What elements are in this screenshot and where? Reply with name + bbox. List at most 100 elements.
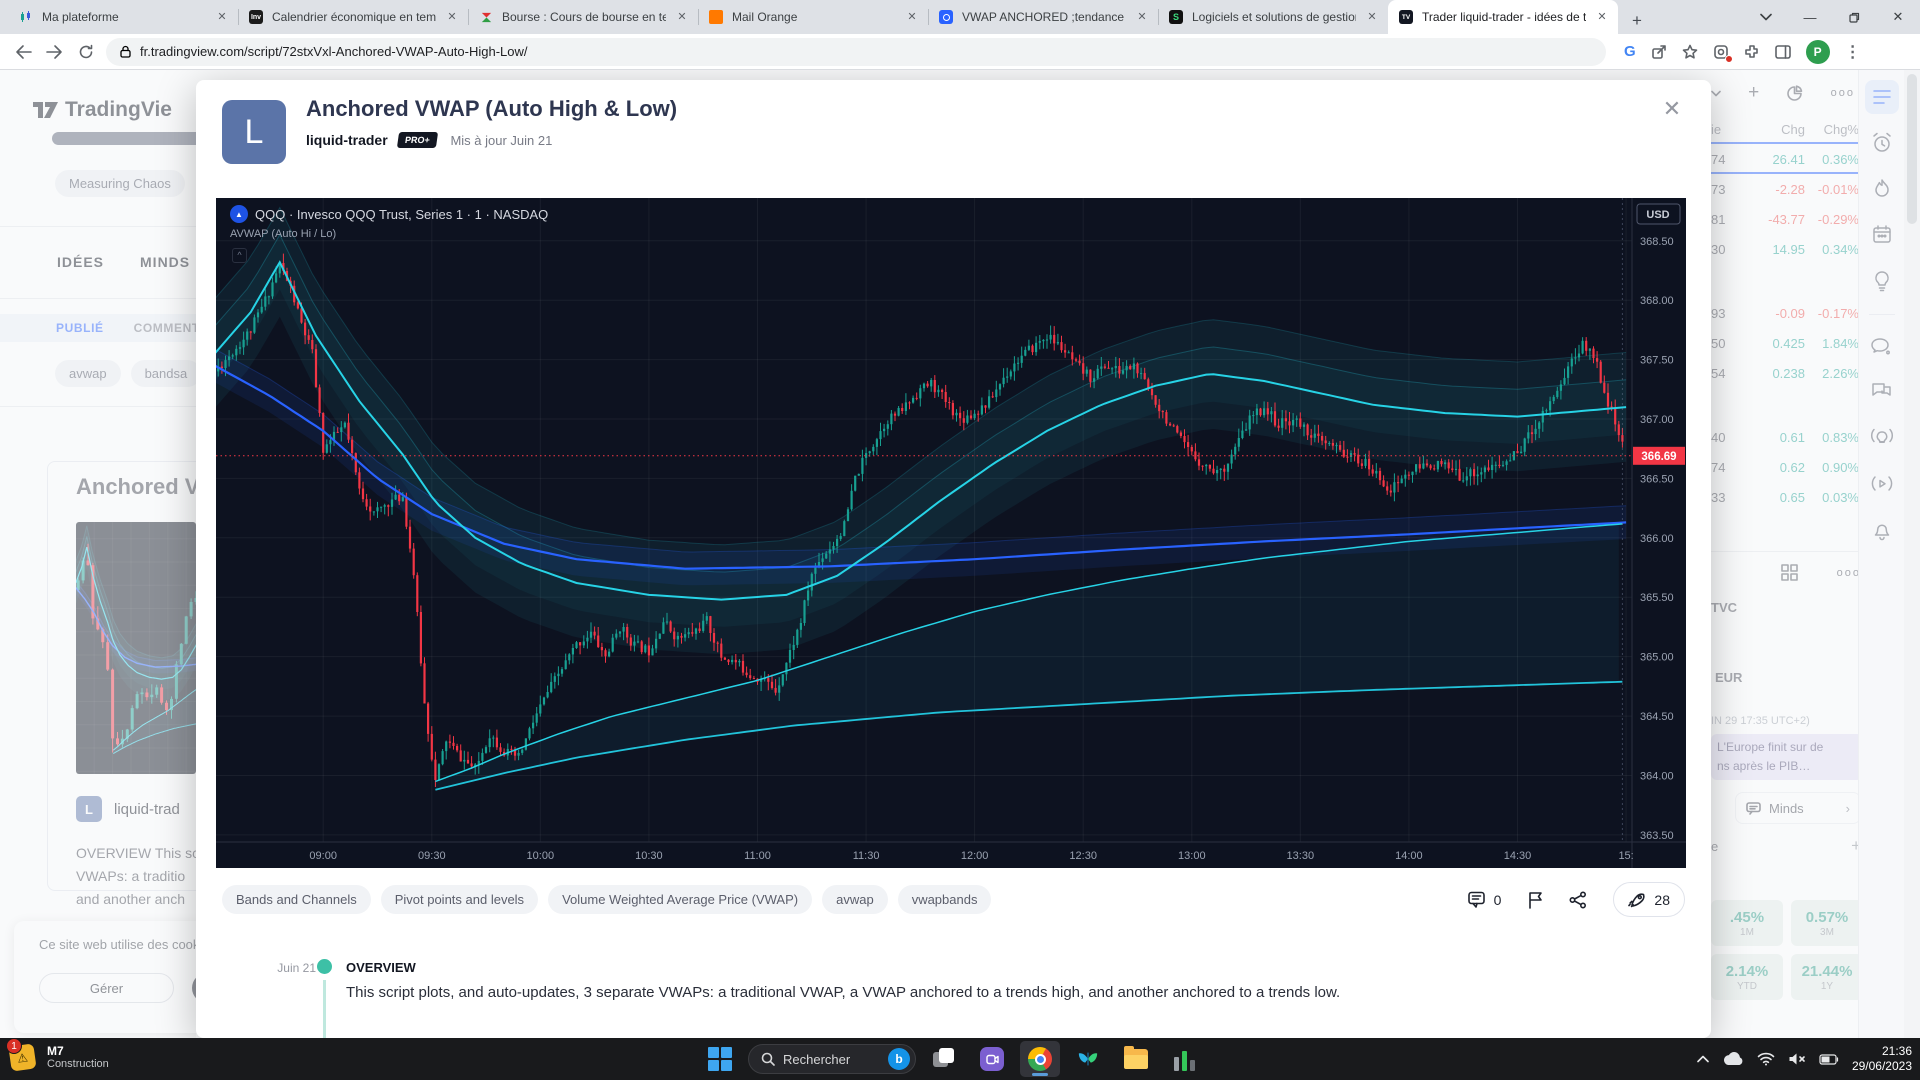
share-icon[interactable] bbox=[1651, 44, 1667, 60]
close-icon[interactable]: ✕ bbox=[1662, 96, 1682, 121]
vwap-chart-favicon bbox=[938, 9, 954, 25]
tradingview-favicon: TV bbox=[1398, 9, 1414, 25]
bookmark-star-icon[interactable] bbox=[1682, 44, 1698, 60]
browser-tab[interactable]: Bourse : Cours de bourse en tem ✕ bbox=[468, 0, 699, 34]
tab-search-chevron-icon[interactable] bbox=[1744, 0, 1788, 34]
svg-text:13:30: 13:30 bbox=[1287, 850, 1315, 862]
updated-label: Mis à jour Juin 21 bbox=[450, 132, 553, 148]
browser-tab[interactable]: Inv Calendrier économique en temp ✕ bbox=[238, 0, 469, 34]
taskbar-search[interactable]: Rechercher b bbox=[748, 1044, 916, 1074]
orange-favicon bbox=[708, 9, 724, 25]
svg-text:USD: USD bbox=[1646, 209, 1669, 221]
sage-favicon: S bbox=[1168, 9, 1184, 25]
comments-button[interactable]: 0 bbox=[1467, 891, 1501, 909]
browser-toolbar: fr.tradingview.com/script/72stxVxl-Ancho… bbox=[0, 34, 1920, 70]
investing-favicon: Inv bbox=[248, 9, 264, 25]
new-tab-button[interactable]: + bbox=[1632, 11, 1642, 30]
overview-body: This script plots, and auto-updates, 3 s… bbox=[346, 984, 1341, 1001]
browser-tab[interactable]: S Logiciels et solutions de gestion ✕ bbox=[1158, 0, 1389, 34]
svg-text:365.50: 365.50 bbox=[1640, 592, 1674, 604]
svg-text:363.50: 363.50 bbox=[1640, 830, 1674, 842]
svg-text:14:30: 14:30 bbox=[1504, 850, 1532, 862]
boost-button[interactable]: 28 bbox=[1613, 882, 1685, 917]
script-modal: L Anchored VWAP (Auto High & Low) liquid… bbox=[196, 80, 1711, 1038]
google-icon[interactable]: G bbox=[1624, 43, 1636, 60]
chrome-button[interactable] bbox=[1020, 1041, 1060, 1077]
volume-muted-icon[interactable] bbox=[1788, 1052, 1806, 1066]
tab-close-icon[interactable]: ✕ bbox=[217, 11, 227, 23]
main-chart[interactable]: 368.50 368.00 367.50 367.00 366.50 366.00 365.… bbox=[216, 198, 1686, 868]
timeline-line bbox=[323, 980, 326, 1038]
widgets-button[interactable]: ⚠ 1 M7 Construction bbox=[6, 1038, 109, 1072]
svg-text:15:: 15: bbox=[1618, 850, 1633, 862]
script-tag[interactable]: vwapbands bbox=[897, 885, 992, 914]
extensions-puzzle-icon[interactable] bbox=[1744, 44, 1760, 60]
url-text[interactable]: fr.tradingview.com/script/72stxVxl-Ancho… bbox=[140, 44, 528, 59]
browser-tab[interactable]: Ma plateforme ✕ bbox=[8, 0, 239, 34]
browser-tab[interactable]: TV Trader liquid-trader - idées de t ✕ bbox=[1388, 0, 1618, 34]
svg-text:11:00: 11:00 bbox=[744, 850, 771, 862]
bing-icon: b bbox=[888, 1048, 910, 1070]
extension-icon[interactable] bbox=[1713, 44, 1733, 63]
close-window-button[interactable]: ✕ bbox=[1892, 9, 1904, 24]
wifi-icon[interactable] bbox=[1757, 1052, 1775, 1066]
tab-close-icon[interactable]: ✕ bbox=[677, 11, 687, 23]
script-tag[interactable]: Bands and Channels bbox=[222, 885, 371, 914]
back-icon[interactable] bbox=[14, 44, 32, 60]
svg-text:11:30: 11:30 bbox=[853, 850, 880, 862]
address-bar[interactable]: fr.tradingview.com/script/72stxVxl-Ancho… bbox=[106, 37, 1606, 66]
tab-close-icon[interactable]: ✕ bbox=[1597, 11, 1607, 23]
tab-close-icon[interactable]: ✕ bbox=[1137, 11, 1147, 23]
script-tag[interactable]: avwap bbox=[822, 885, 888, 914]
chart-container[interactable]: 368.50 368.00 367.50 367.00 366.50 366.00 365.… bbox=[216, 198, 1686, 868]
start-button[interactable] bbox=[700, 1041, 740, 1077]
file-explorer-button[interactable] bbox=[1116, 1041, 1156, 1077]
restore-button[interactable] bbox=[1832, 0, 1876, 34]
svg-text:367.50: 367.50 bbox=[1640, 355, 1674, 367]
share-idea-icon[interactable] bbox=[1569, 890, 1587, 909]
taskbar: ⚠ 1 M7 Construction Rechercher b bbox=[0, 1038, 1920, 1080]
tab-close-icon[interactable]: ✕ bbox=[1367, 11, 1377, 23]
svg-text:13:00: 13:00 bbox=[1178, 850, 1206, 862]
script-tag[interactable]: Volume Weighted Average Price (VWAP) bbox=[548, 885, 813, 914]
report-flag-icon[interactable] bbox=[1527, 891, 1543, 909]
timeline-dot bbox=[317, 959, 332, 974]
profile-avatar[interactable]: P bbox=[1805, 39, 1830, 64]
tab-close-icon[interactable]: ✕ bbox=[447, 11, 457, 23]
page-content: TradingVie Measuring Chaos IDÉESMINDS PU… bbox=[0, 70, 1920, 1038]
script-tag[interactable]: Pivot points and levels bbox=[380, 885, 539, 914]
task-view-button[interactable] bbox=[924, 1041, 964, 1077]
indicator-label[interactable]: AVWAP (Auto Hi / Lo) bbox=[230, 228, 337, 240]
author-avatar[interactable]: L bbox=[222, 100, 286, 164]
traffic-widget-icon: ⚠ 1 bbox=[6, 1038, 38, 1072]
trading-app-button[interactable] bbox=[1164, 1041, 1204, 1077]
indicator-expand-icon[interactable]: ^ bbox=[232, 248, 247, 263]
forward-icon[interactable] bbox=[46, 44, 64, 60]
svg-text:365.00: 365.00 bbox=[1640, 652, 1674, 664]
svg-text:10:00: 10:00 bbox=[527, 850, 555, 862]
battery-icon[interactable] bbox=[1819, 1053, 1839, 1065]
browser-tab[interactable]: VWAP ANCHORED ;tendance ha ✕ bbox=[928, 0, 1159, 34]
browser-tab-strip: Ma plateforme ✕ Inv Calendrier économique e… bbox=[0, 0, 1920, 34]
browser-tab[interactable]: Mail Orange ✕ bbox=[698, 0, 929, 34]
svg-text:368.00: 368.00 bbox=[1640, 295, 1674, 307]
msn-button[interactable] bbox=[1068, 1041, 1108, 1077]
widget-badge: 1 bbox=[6, 1038, 22, 1054]
chat-app-button[interactable] bbox=[972, 1041, 1012, 1077]
svg-text:364.50: 364.50 bbox=[1640, 711, 1674, 723]
refresh-icon[interactable] bbox=[78, 44, 94, 60]
minimize-button[interactable]: — bbox=[1803, 9, 1817, 25]
menu-kebab-icon[interactable]: ⋮ bbox=[1844, 43, 1861, 61]
lock-icon bbox=[120, 45, 131, 58]
platform-favicon bbox=[18, 9, 34, 25]
tray-chevron-icon[interactable] bbox=[1697, 1055, 1709, 1063]
author-name[interactable]: liquid-trader bbox=[306, 132, 388, 148]
onedr​ive-icon[interactable] bbox=[1722, 1052, 1744, 1066]
side-panel-icon[interactable] bbox=[1774, 44, 1791, 59]
script-tags: Bands and Channels Pivot points and level… bbox=[222, 885, 992, 914]
svg-text:366.50: 366.50 bbox=[1640, 473, 1674, 485]
svg-text:367.00: 367.00 bbox=[1640, 414, 1674, 426]
tab-close-icon[interactable]: ✕ bbox=[907, 11, 917, 23]
tray-clock[interactable]: 21:36 29/06/2023 bbox=[1852, 1044, 1912, 1074]
